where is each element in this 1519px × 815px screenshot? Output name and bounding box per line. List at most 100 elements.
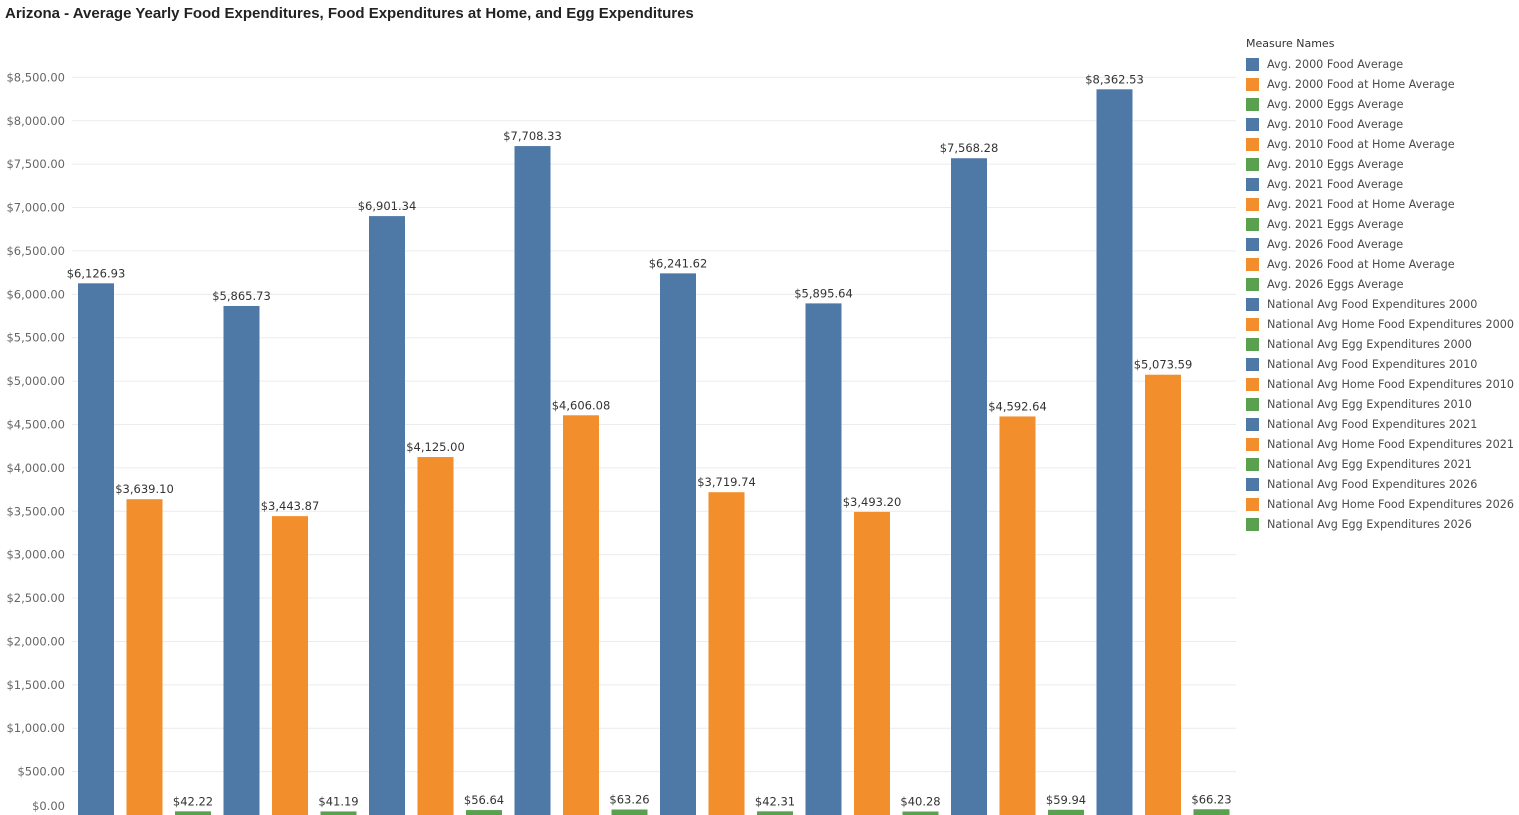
bar-egg[interactable] — [1048, 809, 1084, 815]
legend-label: National Avg Food Expenditures 2021 — [1267, 417, 1478, 431]
bar-food[interactable] — [369, 216, 405, 815]
bar-egg[interactable] — [466, 810, 502, 815]
legend-swatch — [1246, 217, 1259, 231]
legend-swatch — [1246, 297, 1259, 311]
bar-food[interactable] — [223, 305, 260, 815]
legend-swatch — [1246, 457, 1259, 471]
legend-swatch — [1246, 137, 1259, 151]
legend-label: National Avg Egg Expenditures 2000 — [1267, 337, 1472, 351]
legend-label: National Avg Food Expenditures 2000 — [1267, 297, 1478, 311]
legend-label: Avg. 2000 Food at Home Average — [1267, 77, 1455, 91]
y-tick-label: $1,500.00 — [6, 678, 65, 692]
y-tick-label: $500.00 — [17, 765, 65, 779]
legend-item[interactable]: Avg. 2021 Eggs Average — [1246, 214, 1518, 234]
legend-label: Avg. 2026 Food at Home Average — [1267, 257, 1455, 271]
data-label: $5,073.59 — [1134, 358, 1193, 372]
legend-item[interactable]: Avg. 2026 Food at Home Average — [1246, 254, 1518, 274]
legend-item[interactable]: National Avg Egg Expenditures 2000 — [1246, 334, 1518, 354]
legend-items: Avg. 2000 Food Average Avg. 2000 Food at … — [1246, 54, 1518, 534]
legend-swatch — [1246, 477, 1259, 491]
legend-swatch — [1246, 157, 1259, 171]
bar-home[interactable] — [417, 457, 454, 815]
legend-item[interactable]: Avg. 2010 Eggs Average — [1246, 154, 1518, 174]
legend-swatch — [1246, 277, 1259, 291]
y-tick-label: $8,500.00 — [6, 70, 65, 84]
bar-egg[interactable] — [757, 811, 793, 815]
y-tick-label: $3,500.00 — [6, 504, 65, 518]
legend-swatch — [1246, 237, 1259, 251]
data-label: $6,901.34 — [358, 199, 417, 213]
y-tick-label: $5,000.00 — [6, 374, 65, 388]
legend-item[interactable]: Avg. 2026 Eggs Average — [1246, 274, 1518, 294]
y-tick-label: $1,000.00 — [6, 721, 65, 735]
y-tick-label: $5,500.00 — [6, 331, 65, 345]
legend-item[interactable]: Avg. 2010 Food Average — [1246, 114, 1518, 134]
legend-item[interactable]: National Avg Home Food Expenditures 2000 — [1246, 314, 1518, 334]
legend-label: National Avg Egg Expenditures 2026 — [1267, 517, 1472, 531]
legend-item[interactable]: Avg. 2021 Food Average — [1246, 174, 1518, 194]
bar-egg[interactable] — [902, 811, 939, 815]
legend-item[interactable]: National Avg Home Food Expenditures 2021 — [1246, 434, 1518, 454]
legend-item[interactable]: Avg. 2026 Food Average — [1246, 234, 1518, 254]
y-tick-label: $0.00 — [32, 799, 65, 813]
bar-egg[interactable] — [1193, 809, 1230, 815]
bar-home[interactable] — [563, 415, 599, 815]
bar-home[interactable] — [708, 492, 745, 815]
bar-egg[interactable] — [175, 811, 211, 815]
bar-food[interactable] — [951, 158, 987, 815]
y-tick-label: $6,000.00 — [6, 287, 65, 301]
legend-label: Avg. 2021 Food Average — [1267, 177, 1404, 191]
y-tick-label: $2,500.00 — [6, 591, 65, 605]
legend-label: National Avg Food Expenditures 2026 — [1267, 477, 1478, 491]
legend-item[interactable]: National Avg Food Expenditures 2000 — [1246, 294, 1518, 314]
legend: Measure Names Avg. 2000 Food Average Avg.… — [1246, 37, 1518, 534]
chart-title: Arizona - Average Yearly Food Expenditur… — [5, 5, 694, 22]
legend-item[interactable]: National Avg Food Expenditures 2010 — [1246, 354, 1518, 374]
legend-item[interactable]: National Avg Egg Expenditures 2021 — [1246, 454, 1518, 474]
legend-label: National Avg Egg Expenditures 2021 — [1267, 457, 1472, 471]
legend-item[interactable]: Avg. 2000 Eggs Average — [1246, 94, 1518, 114]
legend-item[interactable]: National Avg Food Expenditures 2021 — [1246, 414, 1518, 434]
bar-food[interactable] — [514, 146, 551, 815]
legend-swatch — [1246, 437, 1259, 451]
legend-item[interactable]: Avg. 2000 Food at Home Average — [1246, 74, 1518, 94]
legend-item[interactable]: Avg. 2000 Food Average — [1246, 54, 1518, 74]
legend-swatch — [1246, 497, 1259, 511]
data-label: $7,568.28 — [940, 141, 999, 155]
gridlines — [72, 76, 1236, 773]
legend-item[interactable]: National Avg Egg Expenditures 2010 — [1246, 394, 1518, 414]
legend-label: Avg. 2021 Food at Home Average — [1267, 197, 1455, 211]
legend-item[interactable]: National Avg Home Food Expenditures 2010 — [1246, 374, 1518, 394]
legend-swatch — [1246, 97, 1259, 111]
data-label: $3,493.20 — [843, 495, 902, 509]
legend-swatch — [1246, 117, 1259, 131]
data-label: $5,895.64 — [794, 286, 853, 300]
y-tick-label: $6,500.00 — [6, 244, 65, 258]
bar-egg[interactable] — [320, 811, 357, 815]
legend-label: Avg. 2010 Food at Home Average — [1267, 137, 1455, 151]
y-tick-label: $2,000.00 — [6, 634, 65, 648]
bar-home[interactable] — [1145, 374, 1181, 815]
bar-food[interactable] — [660, 273, 696, 815]
legend-swatch — [1246, 337, 1259, 351]
legend-label: National Avg Food Expenditures 2010 — [1267, 357, 1478, 371]
legend-item[interactable]: Avg. 2010 Food at Home Average — [1246, 134, 1518, 154]
bar-home[interactable] — [999, 416, 1036, 815]
data-label: $6,126.93 — [67, 266, 126, 280]
y-tick-label: $7,000.00 — [6, 201, 65, 215]
bar-home[interactable] — [854, 511, 890, 815]
bar-food[interactable] — [1096, 89, 1133, 815]
bar-home[interactable] — [126, 499, 163, 815]
legend-item[interactable]: Avg. 2021 Food at Home Average — [1246, 194, 1518, 214]
bar-egg[interactable] — [611, 809, 648, 815]
bar-home[interactable] — [272, 516, 308, 815]
legend-item[interactable]: National Avg Food Expenditures 2026 — [1246, 474, 1518, 494]
legend-swatch — [1246, 517, 1259, 531]
legend-item[interactable]: National Avg Home Food Expenditures 2026 — [1246, 494, 1518, 514]
bar-food[interactable] — [78, 283, 114, 815]
bars — [78, 89, 1230, 815]
data-label: $66.23 — [1191, 792, 1231, 806]
bar-food[interactable] — [805, 303, 842, 815]
legend-item[interactable]: National Avg Egg Expenditures 2026 — [1246, 514, 1518, 534]
legend-swatch — [1246, 257, 1259, 271]
